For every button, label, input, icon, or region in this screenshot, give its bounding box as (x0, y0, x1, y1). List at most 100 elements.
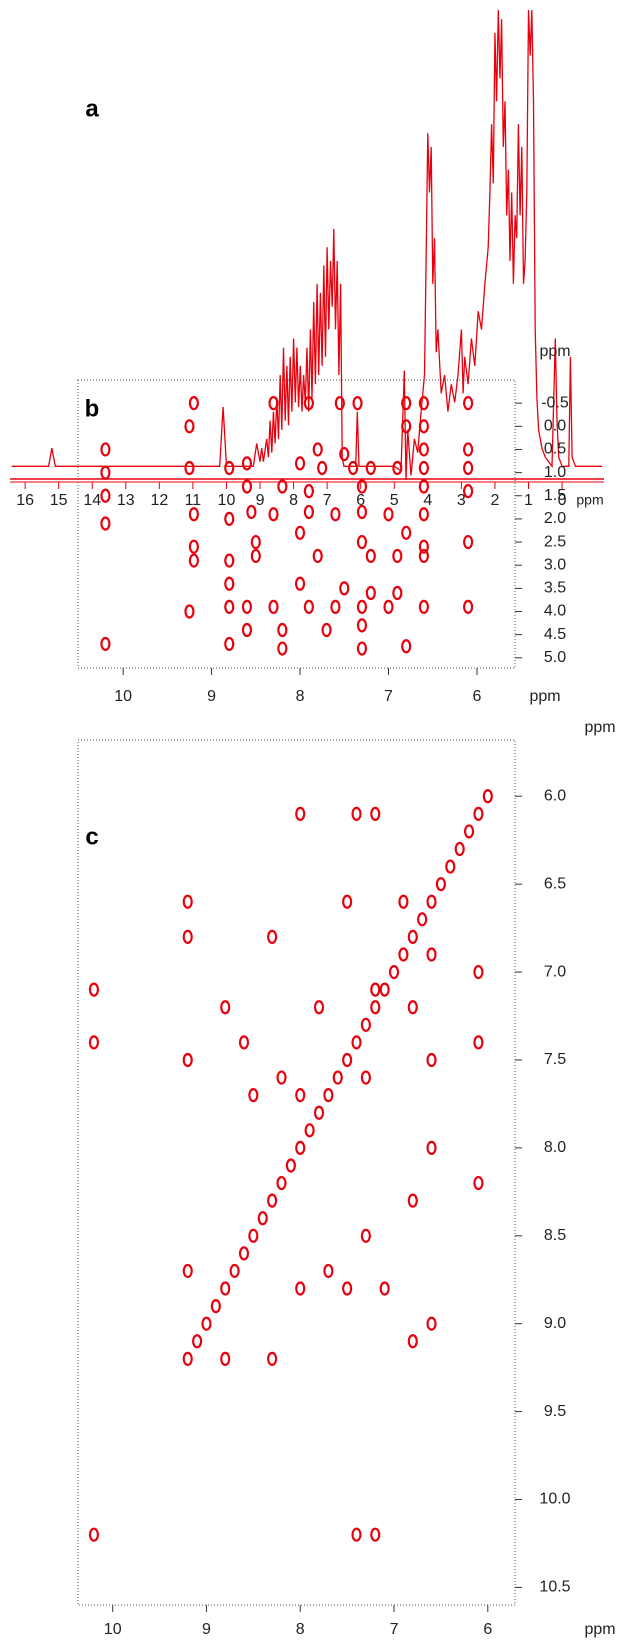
cross-peak (248, 1228, 259, 1243)
y-tick-label: 1.0 (544, 464, 566, 481)
x-tick-label: 7 (390, 1621, 399, 1638)
cross-peak (418, 599, 429, 614)
cross-peak (463, 442, 474, 457)
cross-peak (100, 516, 111, 531)
cross-peak (473, 1035, 484, 1050)
cross-peak (277, 641, 288, 656)
cross-peak (294, 576, 306, 591)
cross-peak (418, 539, 429, 554)
x-tick-label: 8 (289, 492, 298, 509)
cross-peak (392, 460, 403, 476)
cross-peak (407, 1000, 418, 1015)
cross-peak (370, 1000, 381, 1015)
cross-peak (342, 1281, 353, 1296)
cross-peak (182, 929, 193, 945)
cross-peak (418, 548, 429, 564)
cross-peak (473, 964, 484, 980)
cross-peak (277, 479, 288, 494)
cross-peak (312, 548, 323, 564)
cross-peak (342, 894, 353, 909)
cross-peak (473, 806, 484, 821)
cross-peak (188, 553, 199, 568)
cross-peak (445, 859, 456, 874)
cross-peak (407, 1193, 418, 1208)
cross-peak (100, 465, 111, 480)
cross-peak (267, 1351, 278, 1366)
panel-label: c (85, 823, 98, 850)
y-tick-label: 0.5 (544, 441, 566, 458)
cross-peak (188, 507, 199, 522)
cross-peak (241, 456, 253, 471)
x-tick-label: 15 (50, 492, 68, 509)
x-tick-label: 4 (423, 492, 432, 509)
cross-peak (463, 599, 474, 614)
cross-peak (224, 576, 235, 591)
cross-peak (210, 1299, 221, 1314)
x-tick-label: 6 (483, 1621, 492, 1638)
x-tick-label: 10 (104, 1621, 122, 1638)
cross-peak (379, 1281, 390, 1296)
cross-peak (360, 1070, 371, 1085)
cross-peak (407, 929, 418, 945)
cross-peak (276, 1175, 287, 1191)
cross-peak (224, 511, 235, 527)
cross-peak (482, 789, 493, 804)
cross-peak (348, 460, 359, 476)
y-axis-label: ppm (584, 719, 615, 736)
cross-peak (295, 1088, 306, 1103)
cross-peak (332, 1070, 343, 1085)
cross-peak (191, 1334, 203, 1349)
cross-peak (304, 1123, 315, 1138)
cross-peak (303, 484, 314, 499)
cross-peak (342, 1052, 353, 1068)
cross-peak (463, 824, 475, 839)
cross-peak (401, 419, 412, 434)
cross-peak (276, 1070, 287, 1085)
cross-peak (100, 442, 111, 457)
y-tick-label: 0.0 (544, 418, 566, 435)
cross-peak (401, 396, 412, 411)
y-tick-label: 3.0 (544, 556, 566, 573)
cross-peak (383, 507, 394, 522)
cross-peak (435, 877, 447, 892)
cross-peak (248, 1088, 259, 1103)
cross-peak (339, 446, 350, 462)
cross-peak (360, 1017, 371, 1032)
x-tick-label: 9 (202, 1621, 211, 1638)
cross-peak (285, 1158, 296, 1173)
cross-peak (407, 1334, 418, 1349)
x-tick-label: 0 (558, 492, 567, 509)
x-tick-label: 9 (256, 492, 265, 509)
cross-peak (224, 460, 235, 476)
cross-peak (220, 1281, 231, 1296)
cross-peak (352, 396, 363, 411)
cross-peak (303, 504, 314, 520)
cross-peak (365, 585, 376, 601)
cross-peak (241, 622, 253, 638)
cross-peak (426, 1316, 437, 1331)
cross-peak (388, 964, 400, 980)
cross-peak (188, 539, 199, 554)
cross-peak (398, 947, 409, 962)
y-tick-label: 9.0 (544, 1315, 566, 1332)
cross-peak (379, 982, 390, 997)
cross-peak (246, 504, 257, 520)
x-tick-label: 8 (296, 1621, 305, 1638)
cross-peak (317, 460, 328, 476)
y-axis-label: ppm (539, 343, 570, 360)
cross-peak (184, 460, 195, 476)
cross-peak (241, 599, 253, 614)
cross-peak (184, 419, 195, 434)
y-tick-label: 1.5 (544, 487, 566, 504)
cross-peak (277, 622, 288, 638)
x-tick-label: 1 (524, 492, 533, 509)
panel-label: a (85, 95, 99, 122)
cross-peak (330, 599, 341, 614)
cross-peak (294, 456, 306, 471)
cross-peak (220, 1000, 231, 1015)
cross-peak (313, 1000, 325, 1015)
x-tick-label: 13 (117, 492, 135, 509)
cross-peak (351, 806, 362, 821)
cross-peak (334, 396, 345, 411)
x-tick-label: 6 (473, 688, 482, 705)
